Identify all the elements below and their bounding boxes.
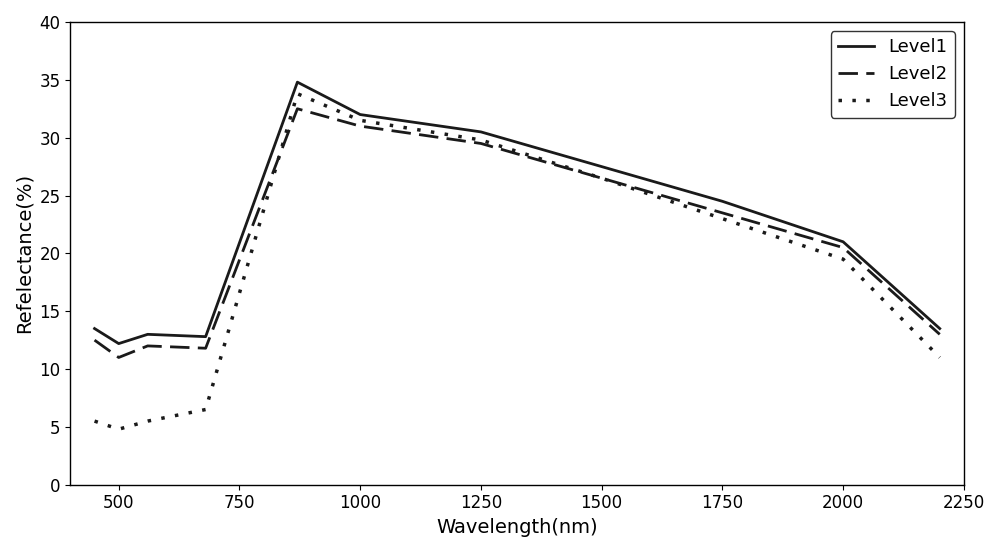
Level3 [291,91,303,97]
Level3 [142,418,154,424]
Level2 [200,345,212,352]
X-axis label: Wavelength(nm): Wavelength(nm) [436,518,598,537]
Level3 [596,175,608,182]
Level2 [716,210,728,216]
Legend: Level1, Level2, Level3: Level1, Level2, Level3 [831,31,955,118]
Y-axis label: Refelectance(%): Refelectance(%) [15,173,34,333]
Level3 [113,426,125,433]
Level1 [934,325,946,332]
Line: Level2: Level2 [95,109,940,358]
Level1 [475,129,487,135]
Level2 [142,343,154,349]
Line: Level1: Level1 [95,82,940,343]
Level3 [837,256,849,262]
Level3 [200,406,212,413]
Level3 [475,137,487,144]
Level2 [89,337,101,343]
Level3 [354,117,366,124]
Level3 [716,215,728,222]
Level1 [837,238,849,245]
Level1 [596,163,608,170]
Level1 [716,198,728,205]
Level1 [113,340,125,347]
Level1 [354,112,366,118]
Level2 [837,245,849,251]
Level3 [89,418,101,424]
Level2 [291,105,303,112]
Level2 [596,175,608,182]
Level2 [354,123,366,129]
Level1 [89,325,101,332]
Level2 [934,331,946,338]
Level1 [200,333,212,340]
Level3 [934,354,946,361]
Level1 [291,79,303,86]
Level2 [475,140,487,147]
Level2 [113,354,125,361]
Line: Level3: Level3 [95,94,940,429]
Level1 [142,331,154,338]
